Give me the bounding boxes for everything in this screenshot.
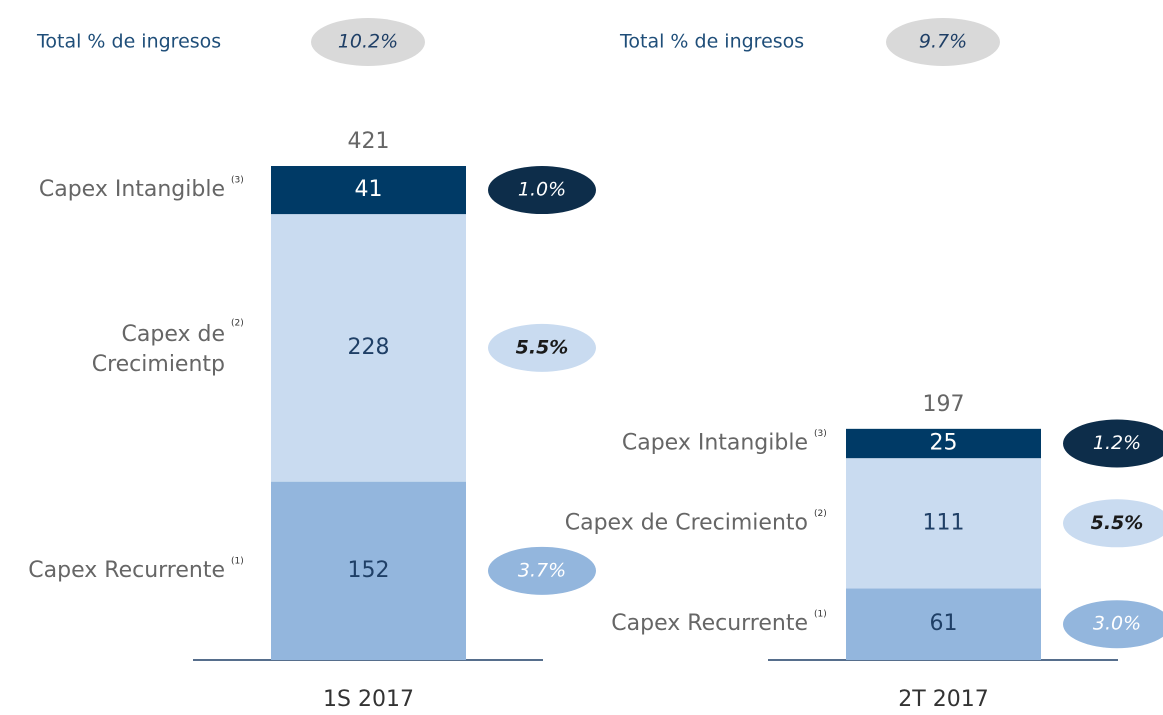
total-share-pill [311,18,425,66]
segment-label: 41 [355,177,383,202]
bar-segment [271,214,466,482]
segment-label: 111 [923,510,965,535]
share-label: 3.0% [1093,613,1141,635]
segment-label: 25 [930,431,958,456]
share-pill [1063,600,1163,649]
bar-segment [271,166,466,215]
category-label: 1S 2017 [323,687,414,712]
segment-label: 152 [348,558,390,583]
series-label: Capex de Crecimientp [92,322,225,377]
share-pill [1063,419,1163,468]
share-pill [1063,499,1163,548]
total-share-pill [886,18,1000,66]
series-note: (2) [814,509,827,519]
share-pill [488,546,596,595]
series-label-line: Capex de [122,322,225,347]
bar-segment [271,481,466,660]
series-note: (1) [231,556,244,566]
segment-label: 228 [348,335,390,360]
category-label: 2T 2017 [898,687,988,712]
bar-segment [846,428,1041,459]
total-share-label: 9.7% [919,31,967,53]
total-share-label: 10.2% [338,31,398,53]
share-label: 5.5% [1091,512,1144,534]
segment-label: 61 [930,611,958,636]
series-label: Capex Recurrente [28,558,225,583]
share-label: 5.5% [516,336,569,358]
share-pill [488,166,596,215]
series-label: Capex Intangible [39,177,225,202]
header: Total % de ingresos [619,31,804,53]
share-label: 1.2% [1093,432,1141,454]
share-label: 3.7% [518,559,566,581]
total-label: 197 [923,392,965,417]
series-label: Capex Recurrente [611,611,808,636]
share-label: 1.0% [518,179,566,201]
series-note: (3) [231,176,244,186]
share-pill [488,323,596,372]
bar-segment [846,588,1041,660]
series-label-line: Crecimientp [92,352,225,377]
series-note: (1) [814,610,827,620]
header: Total % de ingresos [36,31,221,53]
series-note: (3) [814,429,827,439]
total-label: 421 [348,129,390,154]
series-label: Capex de Crecimiento [565,510,808,535]
series-note: (2) [231,318,244,328]
series-label: Capex Intangible [622,431,808,456]
bar-segment [846,458,1041,589]
